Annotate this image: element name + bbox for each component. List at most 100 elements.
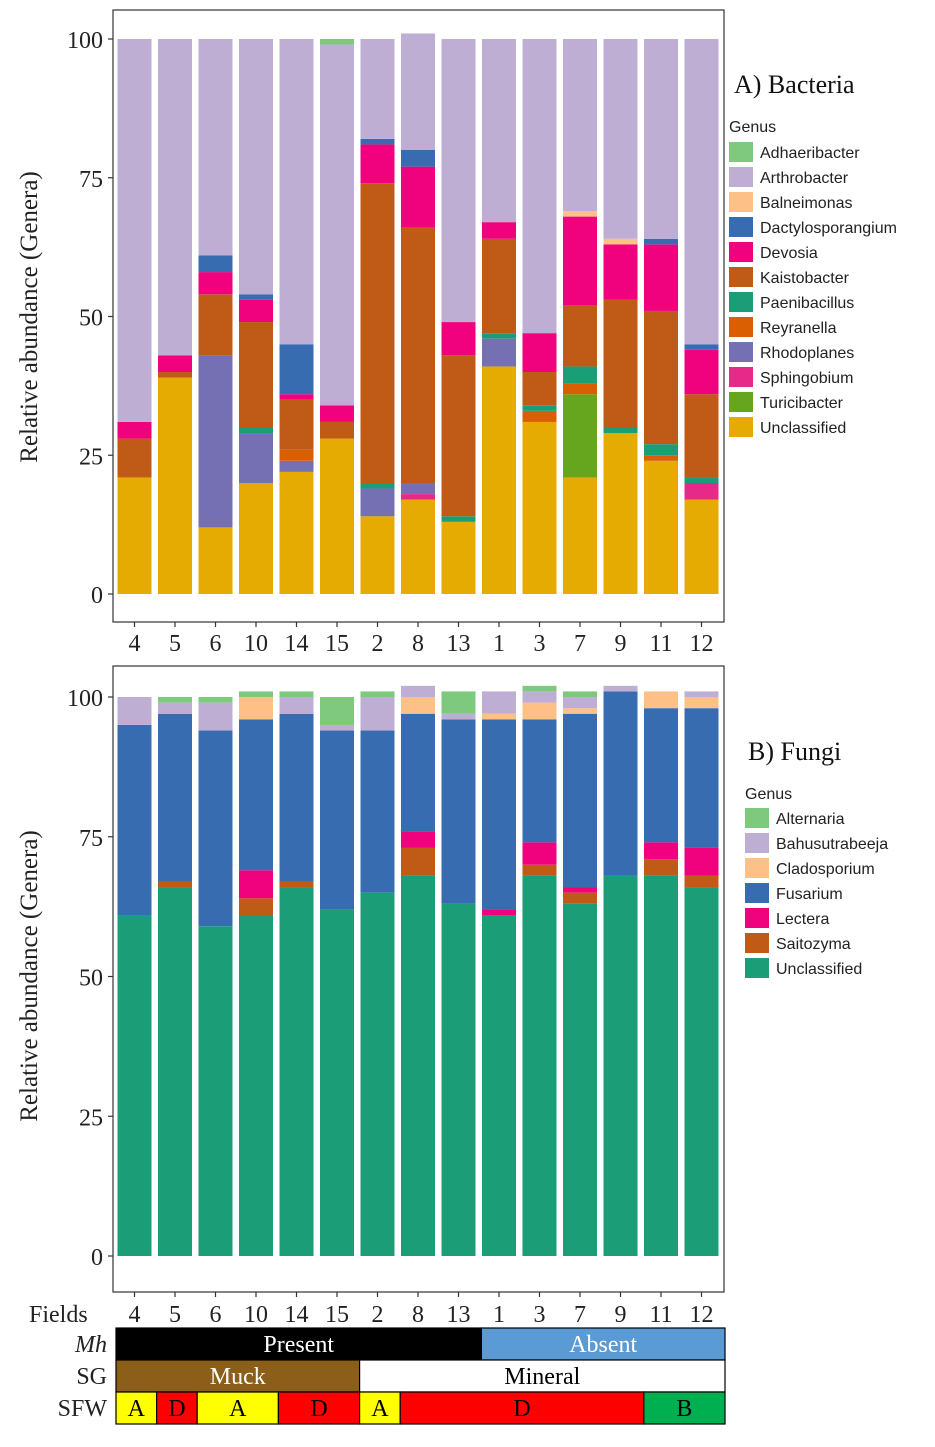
bacteria-bar-segment-unclassified: [684, 499, 719, 594]
fungi-bar-segment-bahusutrabeeja: [441, 713, 476, 720]
fungi-bar-segment-bahusutrabeeja: [279, 697, 314, 714]
bacteria-bar-segment-kaistobacter: [279, 399, 314, 450]
bacteria-legend-swatch: [729, 167, 753, 187]
bacteria-bar-segment-kaistobacter: [401, 227, 435, 483]
bacteria-legend-label: Turicibacter: [760, 395, 844, 412]
bacteria-bar-segment-devosia: [563, 216, 597, 306]
fields-label: Fields: [29, 1302, 88, 1328]
fungi-y-axis-label: Relative abundance (Genera): [16, 830, 43, 1122]
fungi-bar-segment-bahusutrabeeja: [320, 724, 354, 731]
bacteria-bar-segment-balneimonas: [563, 211, 597, 217]
bacteria-bar-segment-reyranella: [563, 383, 597, 395]
fungi-legend-swatch: [745, 908, 769, 928]
fungi-bar-segment-unclassified: [603, 875, 638, 1256]
fungi-bar-segment-lectera: [522, 842, 557, 865]
bacteria-bar-segment-kaistobacter: [158, 372, 192, 378]
bacteria-bar-segment-rhodoplanes: [401, 483, 435, 495]
bacteria-legend-swatch: [729, 192, 753, 212]
bacteria-bar-segment-devosia: [360, 144, 395, 184]
bacteria-ytick-label: 0: [91, 583, 103, 609]
fungi-bar-segment-bahusutrabeeja: [117, 697, 152, 725]
fungi-xtick-label: 11: [649, 1302, 672, 1328]
fungi-bar-segment-unclassified: [441, 903, 476, 1256]
bacteria-bar-segment-reyranella: [522, 410, 557, 422]
row-sg-cell: [359, 1359, 726, 1393]
bacteria-bar-segment-rhodoplanes: [482, 338, 516, 367]
row-sfw-cell-text: D: [168, 1396, 185, 1422]
bacteria-bar-segment-rhodoplanes: [198, 355, 233, 528]
bacteria-title: A) Bacteria: [734, 70, 855, 99]
bacteria-bar-segment-unclassified: [401, 499, 435, 594]
fungi-bar-segment-lectera: [401, 831, 435, 848]
bacteria-bar-segment-kaistobacter: [644, 310, 678, 445]
fungi-bar-segment-fusarium: [603, 691, 638, 876]
bacteria-bar-segment-arthrobacter: [563, 39, 597, 212]
fungi-bar-segment-saitozyma: [522, 864, 557, 876]
bacteria-xtick-label: 1: [493, 631, 505, 657]
bacteria-legend-label: Rhodoplanes: [760, 345, 854, 362]
fungi-xtick-label: 10: [244, 1302, 268, 1328]
bacteria-bar-segment-paenibacillus: [360, 483, 395, 489]
bacteria-bar-segment-paenibacillus: [684, 477, 719, 483]
bacteria-bar-segment-devosia: [239, 299, 273, 323]
fungi-bar-segment-unclassified: [198, 926, 233, 1256]
bacteria-bar-segment-dactylosporangium: [684, 344, 719, 350]
bacteria-bar-segment-kaistobacter: [239, 322, 273, 428]
bacteria-bar-segment-arthrobacter: [279, 39, 314, 345]
fungi-bar-segment-fusarium: [441, 719, 476, 904]
bacteria-bar-segment-paenibacillus: [563, 366, 597, 384]
bacteria-legend-label: Reyranella: [760, 320, 837, 337]
bacteria-legend-swatch: [729, 267, 753, 287]
bacteria-legend-label: Dactylosporangium: [760, 220, 897, 237]
bacteria-bar-segment-kaistobacter: [117, 438, 152, 478]
fungi-legend-swatch: [745, 958, 769, 978]
bacteria-bar-segment-unclassified: [320, 438, 354, 594]
bacteria-bar-segment-arthrobacter: [684, 39, 719, 345]
fungi-xtick-label: 4: [129, 1302, 141, 1328]
fungi-legend-swatch: [745, 883, 769, 903]
bacteria-legend-swatch: [729, 317, 753, 337]
bacteria-bar-segment-paenibacillus: [239, 427, 273, 434]
fungi-bar-segment-saitozyma: [279, 881, 314, 888]
bacteria-ytick-label: 25: [79, 444, 103, 470]
row-mh-cell-text: Absent: [569, 1332, 637, 1358]
fungi-title: B) Fungi: [748, 737, 841, 766]
bacteria-legend-swatch: [729, 392, 753, 412]
fungi-bar-segment-fusarium: [198, 730, 233, 927]
fungi-bar-segment-alternaria: [360, 691, 395, 697]
fungi-legend-swatch: [745, 808, 769, 828]
bacteria-bar-segment-devosia: [441, 322, 476, 356]
bacteria-bar-segment-sphingobium: [401, 494, 435, 500]
bacteria-ytick-label: 100: [67, 28, 103, 54]
bacteria-bar-segment-devosia: [117, 421, 152, 439]
bacteria-xtick-label: 15: [325, 631, 349, 657]
bacteria-legend-swatch: [729, 417, 753, 437]
fungi-bar-segment-lectera: [239, 870, 273, 899]
fungi-bar-segment-cladosporium: [684, 697, 719, 709]
fungi-bar-segment-unclassified: [239, 915, 273, 1256]
fungi-bar-segment-alternaria: [441, 691, 476, 714]
fungi-bar-segment-cladosporium: [239, 697, 273, 720]
fungi-legend-label: Saitozyma: [776, 936, 851, 953]
bacteria-legend-label: Sphingobium: [760, 370, 853, 387]
fungi-bar-segment-fusarium: [644, 708, 678, 843]
bacteria-xtick-label: 6: [210, 631, 222, 657]
fungi-bar-segment-fusarium: [117, 724, 152, 916]
fungi-legend-label: Lectera: [776, 911, 829, 928]
fungi-xtick-label: 5: [169, 1302, 181, 1328]
row-sfw-cell: [156, 1391, 198, 1425]
bacteria-bar-segment-kaistobacter: [360, 183, 395, 484]
fungi-bar-segment-fusarium: [239, 719, 273, 871]
fungi-bar-segment-unclassified: [320, 909, 354, 1256]
fungi-xtick-label: 13: [447, 1302, 471, 1328]
fungi-bar-segment-alternaria: [522, 685, 557, 692]
fungi-xtick-label: 9: [615, 1302, 627, 1328]
fungi-bar-segment-fusarium: [401, 713, 435, 832]
bacteria-legend-label: Devosia: [760, 245, 818, 262]
bacteria-bar-segment-unclassified: [563, 477, 597, 594]
row-sfw-cell-text: D: [310, 1396, 327, 1422]
fungi-ytick-label: 100: [67, 686, 103, 712]
